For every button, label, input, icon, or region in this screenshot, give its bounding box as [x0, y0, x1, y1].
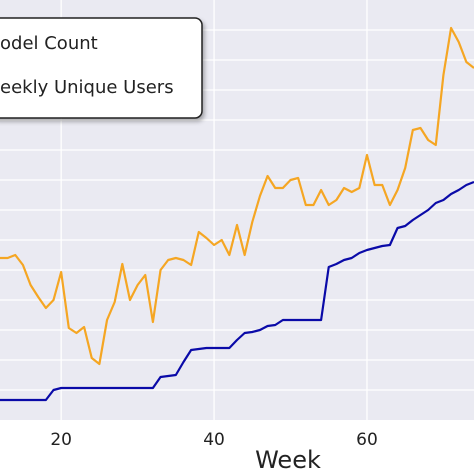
legend-label: odel Count — [0, 33, 98, 54]
x-tick-label: 20 — [50, 430, 72, 450]
x-axis-label: Week — [255, 446, 321, 474]
legend-label: eekly Unique Users — [0, 77, 174, 98]
line-series — [0, 26, 474, 366]
x-tick-label: 60 — [356, 430, 378, 450]
legend: odel Count eekly Unique Users — [0, 17, 203, 119]
legend-box — [0, 17, 203, 119]
x-tick-label: 40 — [203, 430, 225, 450]
line-series — [0, 180, 474, 402]
